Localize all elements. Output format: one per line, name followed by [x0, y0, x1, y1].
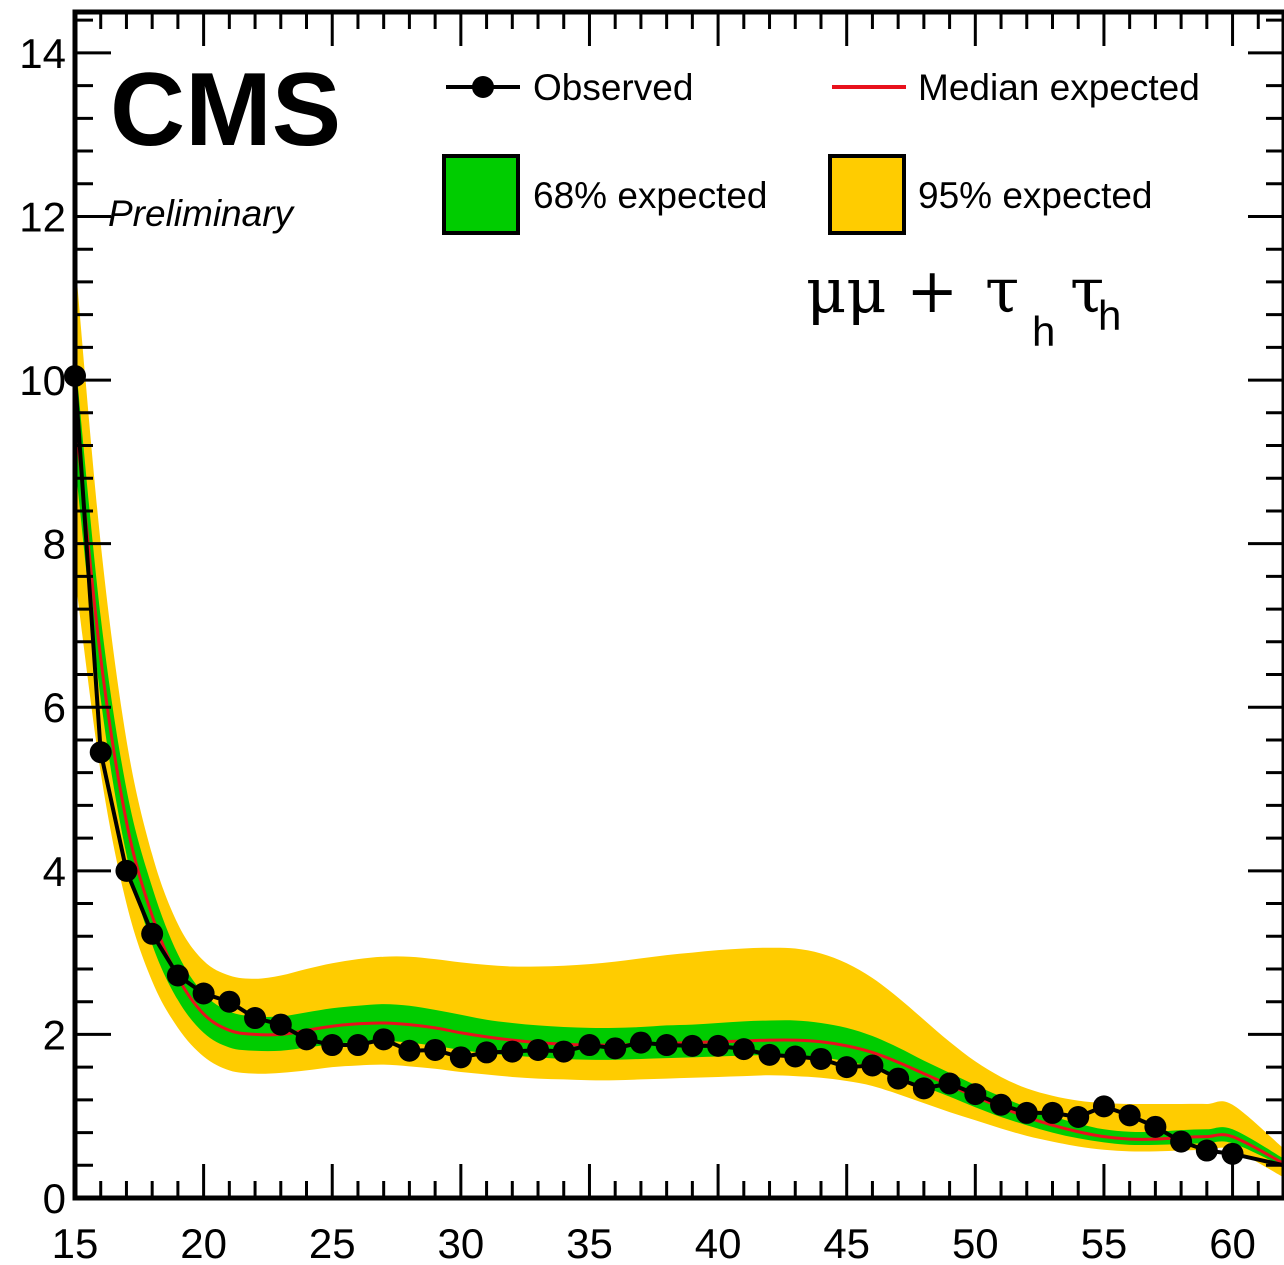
observed-point: [1170, 1130, 1193, 1153]
observed-point: [192, 982, 215, 1005]
y-tick-label: 6: [43, 684, 66, 731]
observed-point: [707, 1034, 730, 1057]
observed-point: [1195, 1139, 1218, 1162]
x-tick-label: 25: [309, 1220, 356, 1265]
observed-point: [346, 1034, 369, 1057]
observed-point: [1144, 1115, 1167, 1138]
observed-point: [990, 1093, 1013, 1116]
x-tick-label: 35: [566, 1220, 613, 1265]
expected-bands: [75, 257, 1284, 1178]
observed-point: [655, 1034, 678, 1057]
y-tick-label: 8: [43, 521, 66, 568]
observed-point: [321, 1034, 344, 1057]
y-tick-label: 0: [43, 1175, 66, 1222]
x-tick-label: 50: [952, 1220, 999, 1265]
y-tick-label: 2: [43, 1011, 66, 1058]
observed-point: [1015, 1101, 1038, 1124]
observed-point: [887, 1067, 910, 1090]
y-tick-label: 14: [19, 30, 66, 77]
legend-95-label: 95% expected: [918, 175, 1153, 216]
observed-point: [732, 1038, 755, 1061]
x-tick-label: 55: [1081, 1220, 1128, 1265]
observed-point: [1118, 1104, 1141, 1127]
x-tick-label: 60: [1209, 1220, 1256, 1265]
observed-point: [527, 1038, 550, 1061]
legend-observed-label: Observed: [533, 67, 693, 108]
observed-point: [141, 922, 164, 945]
legend-95-box: [828, 154, 906, 235]
legend-68-label: 68% expected: [533, 175, 768, 216]
observed-point: [295, 1028, 318, 1051]
observed-point: [166, 964, 189, 987]
observed-point: [501, 1040, 524, 1063]
observed-point: [1067, 1106, 1090, 1129]
channel-main: μμ +: [806, 254, 958, 327]
observed-point: [1092, 1095, 1115, 1118]
legend-median-label: Median expected: [918, 67, 1200, 108]
y-tick-label: 12: [19, 193, 66, 240]
observed-point: [244, 1007, 267, 1030]
observed-point: [835, 1056, 858, 1079]
legend-observed-marker: [472, 76, 494, 98]
observed-point: [424, 1038, 447, 1061]
x-tick-label: 20: [180, 1220, 227, 1265]
observed-point: [475, 1041, 498, 1064]
x-tick-label: 40: [695, 1220, 742, 1265]
channel-sub-2: h: [1098, 292, 1121, 339]
observed-point: [115, 859, 138, 882]
observed-point: [578, 1034, 601, 1057]
observed-point: [1041, 1101, 1064, 1124]
observed-point: [1221, 1142, 1244, 1165]
x-tick-label: 15: [52, 1220, 99, 1265]
legend-68-box: [442, 154, 520, 235]
observed-point: [912, 1077, 935, 1100]
observed-point: [861, 1054, 884, 1077]
x-tick-label: 30: [437, 1220, 484, 1265]
observed-point: [398, 1039, 421, 1062]
x-tick-label: 45: [823, 1220, 870, 1265]
observed-point: [938, 1072, 961, 1095]
observed-point: [218, 990, 241, 1013]
observed-point: [604, 1037, 627, 1060]
observed-markers: [64, 364, 1244, 1165]
observed-point: [809, 1047, 832, 1070]
y-tick-label: 4: [43, 848, 66, 895]
observed-point: [758, 1043, 781, 1066]
y-tick-label: 10: [19, 357, 66, 404]
channel-sub-1: h: [1032, 308, 1055, 355]
observed-point: [372, 1028, 395, 1051]
observed-point: [629, 1031, 652, 1054]
observed-point: [681, 1034, 704, 1057]
observed-point: [449, 1046, 472, 1069]
observed-point: [552, 1040, 575, 1063]
legend: Observed Median expected 68% expected 95…: [442, 67, 1200, 235]
plot-frame: [72, 9, 1284, 1201]
channel-tau-2: τ: [1070, 254, 1104, 327]
observed-point: [784, 1045, 807, 1068]
preliminary-label: Preliminary: [108, 193, 296, 234]
observed-point: [269, 1013, 292, 1036]
cms-label: CMS: [110, 52, 341, 168]
observed-point: [964, 1083, 987, 1106]
band-95-expected: [75, 257, 1284, 1178]
observed-point: [89, 741, 112, 764]
channel-tau-1: τ: [985, 254, 1019, 327]
channel-label: μμ + τ h τ h: [806, 254, 1121, 355]
axes: 15 20 25 30 35 40 45 50 55 60 0 2 4 6 8 10 12 14: [19, 9, 1284, 1265]
